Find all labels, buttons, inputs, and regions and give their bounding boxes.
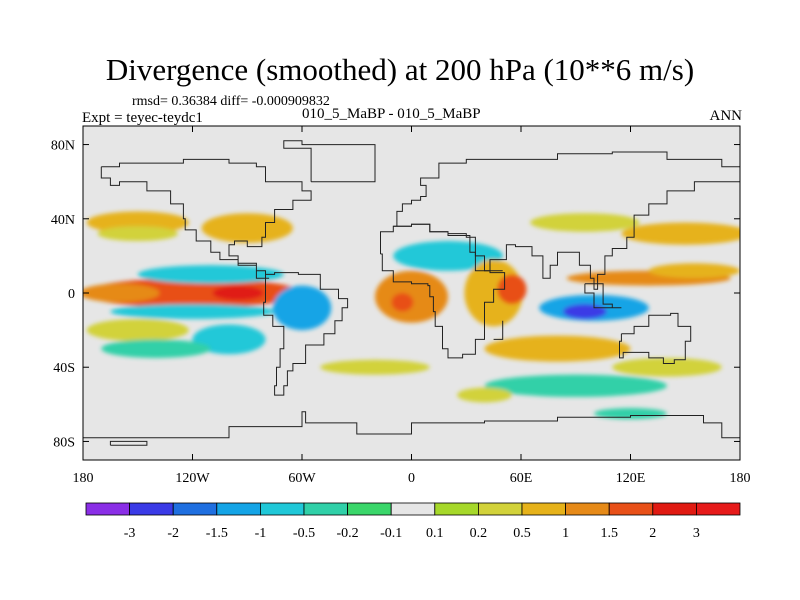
colorbar-swatch <box>434 502 479 516</box>
coastline <box>263 272 349 396</box>
divergence-anomaly <box>101 339 211 358</box>
colorbar-swatch <box>696 502 741 516</box>
colorbar-label: 0.1 <box>426 526 444 541</box>
colorbar-swatch <box>303 502 348 516</box>
colorbar-swatch <box>565 502 610 516</box>
colorbar-swatch <box>390 502 436 516</box>
coastline <box>584 283 622 309</box>
colorbar-swatch <box>521 502 566 516</box>
colorbar-swatch <box>652 502 697 516</box>
x-tick-label: 120E <box>616 471 646 486</box>
divergence-anomaly <box>612 357 722 377</box>
coastline <box>380 223 506 359</box>
chart-title: Divergence (smoothed) at 200 hPa (10**6 … <box>105 52 695 87</box>
colorbar-label: 1 <box>562 526 569 541</box>
x-tick-label: 60W <box>288 471 316 486</box>
y-tick-label: 80S <box>53 435 75 450</box>
x-tick-label: 180 <box>73 471 94 486</box>
x-tick-label: 60E <box>510 471 533 486</box>
divergence-anomaly <box>484 335 631 362</box>
colorbar-swatch <box>129 502 174 516</box>
season-label: ANN <box>709 108 743 124</box>
y-tick-label: 0 <box>68 287 75 302</box>
divergence-anomaly <box>110 304 275 319</box>
divergence-anomaly <box>212 285 264 301</box>
divergence-anomaly <box>457 387 512 403</box>
colorbar-label: -1 <box>255 526 267 541</box>
colorbar-swatch <box>216 502 261 516</box>
colorbar-swatch <box>608 502 654 516</box>
divergence-anomaly <box>201 213 293 243</box>
divergence-anomaly <box>594 408 667 420</box>
divergence-anomaly <box>320 359 430 375</box>
divergence-anomaly <box>562 304 607 319</box>
y-tick-label: 80N <box>51 139 75 154</box>
colorbar-swatch <box>477 502 523 516</box>
experiment-label: Expt = teyec-teydc1 <box>82 110 203 126</box>
colorbar-swatch <box>259 502 305 516</box>
rmsd-diff-label: rmsd= 0.36384 diff= -0.000909832 <box>132 94 330 109</box>
colorbar-label: -0.5 <box>293 526 315 541</box>
x-tick-label: 120W <box>175 471 210 486</box>
colorbar-label: 2 <box>649 526 656 541</box>
coastline <box>393 151 740 290</box>
divergence-anomaly <box>648 263 740 279</box>
colorbar-swatch <box>347 502 392 516</box>
case-label: 010_5_MaBP - 010_5_MaBP <box>302 106 481 122</box>
divergence-anomaly <box>86 318 189 342</box>
colorbar-label: -0.1 <box>380 526 402 541</box>
divergence-anomaly <box>621 222 740 245</box>
colorbar-label: 1.5 <box>600 526 618 541</box>
coastline <box>100 158 312 279</box>
coastline <box>619 312 692 364</box>
divergence-anomaly <box>375 270 448 323</box>
divergence-anomaly <box>484 374 667 397</box>
coastline <box>109 440 148 446</box>
y-tick-label: 40N <box>51 213 75 228</box>
colorbar-label: -0.2 <box>337 526 359 541</box>
coastline <box>283 140 376 183</box>
coastline <box>493 320 504 340</box>
divergence-anomaly <box>192 324 266 355</box>
x-tick-label: 0 <box>408 471 415 486</box>
divergence-anomaly <box>137 265 284 284</box>
divergence-anomaly <box>272 285 332 331</box>
divergence-anomaly <box>83 283 160 303</box>
colorbar-label: -1.5 <box>206 526 228 541</box>
x-tick-label: 180 <box>730 471 751 486</box>
y-tick-label: 40S <box>53 361 75 376</box>
colorbar-label: -3 <box>124 526 136 541</box>
colorbar-label: 3 <box>693 526 700 541</box>
colorbar-label: -2 <box>167 526 179 541</box>
divergence-anomaly <box>530 213 640 232</box>
colorbar-label: 0.5 <box>513 526 531 541</box>
colorbar-swatch <box>85 502 130 516</box>
divergence-anomaly <box>391 293 414 312</box>
coastline <box>83 411 740 439</box>
divergence-anomaly <box>97 226 178 242</box>
colorbar-swatch <box>172 502 218 516</box>
colorbar-label: 0.2 <box>470 526 488 541</box>
